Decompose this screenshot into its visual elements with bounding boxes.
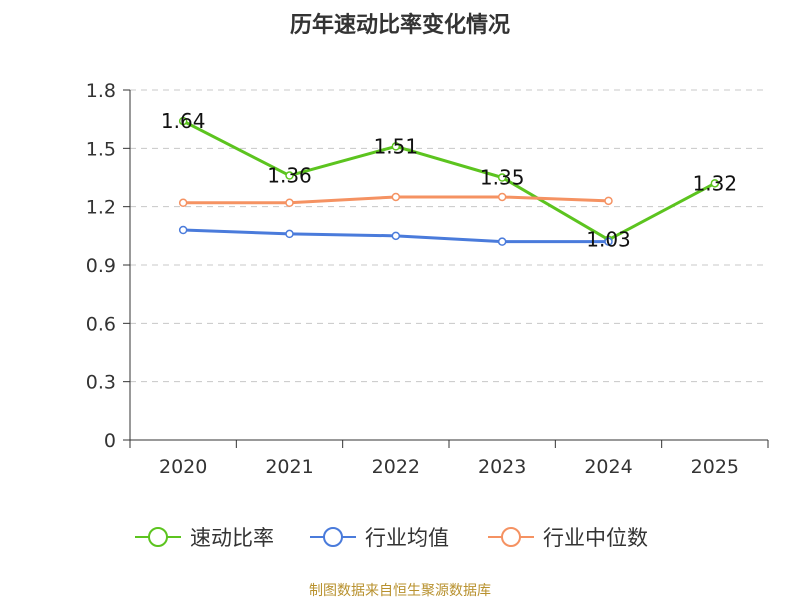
y-tick-label: 0.6 (86, 313, 116, 335)
source-note: 制图数据来自恒生聚源数据库 (309, 583, 491, 599)
data-point[interactable] (285, 229, 294, 239)
x-tick-label: 2025 (691, 456, 739, 478)
legend-label: 行业中位数 (543, 526, 648, 550)
data-point[interactable] (497, 192, 507, 202)
data-point[interactable] (391, 192, 401, 202)
data-point[interactable] (604, 237, 613, 246)
x-tick-label: 2024 (584, 456, 632, 478)
legend-marker (323, 527, 343, 547)
y-tick-label: 0.9 (86, 255, 116, 277)
x-tick-label: 2020 (159, 456, 207, 478)
legend-label: 行业均值 (365, 526, 449, 550)
data-point[interactable] (710, 179, 720, 188)
legend-label: 速动比率 (190, 526, 274, 550)
data-label: 1.51 (374, 134, 419, 158)
grid-lines (130, 89, 768, 383)
chart-title: 历年速动比率变化情况 (290, 12, 510, 38)
series-line-1 (182, 119, 716, 242)
legend[interactable]: 速动比率 行业均值 行业中位数 (135, 526, 648, 550)
series-layer (178, 116, 720, 246)
data-point[interactable] (285, 198, 294, 208)
data-point[interactable] (604, 196, 613, 206)
y-tick-label: 0.3 (86, 372, 116, 394)
data-label: 1.36 (267, 164, 312, 188)
data-label: 1.64 (161, 109, 206, 133)
legend-marker (501, 527, 521, 547)
legend-item[interactable]: 行业中位数 (488, 526, 648, 550)
data-point[interactable] (285, 171, 294, 180)
data-point[interactable] (497, 173, 507, 182)
data-label: 1.03 (586, 228, 631, 252)
data-point[interactable] (497, 237, 507, 246)
x-tick-label: 2022 (372, 456, 420, 478)
legend-marker (148, 527, 168, 547)
y-tick-label: 1.2 (86, 197, 116, 219)
data-point[interactable] (391, 231, 401, 241)
data-point[interactable] (391, 142, 401, 151)
y-tick-label: 1.8 (86, 80, 116, 102)
data-point[interactable] (178, 116, 188, 126)
axes: 0 0.3 0.6 0.9 1.2 1.5 1.8 2020 2021 2022 2023 2024 2… (86, 80, 769, 478)
data-label: 1.35 (480, 166, 525, 190)
data-point[interactable] (178, 198, 188, 208)
y-tick-label: 1.5 (86, 138, 116, 160)
legend-item[interactable]: 行业均值 (310, 526, 449, 550)
data-labels: 1.64 1.36 1.51 1.35 1.03 1.32 (161, 109, 737, 252)
y-tick-label: 0 (104, 430, 116, 452)
legend-item[interactable]: 速动比率 (135, 526, 274, 550)
data-point[interactable] (178, 225, 188, 235)
x-tick-label: 2023 (478, 456, 526, 478)
x-tick-label: 2021 (265, 456, 313, 478)
data-label: 1.32 (693, 171, 738, 195)
